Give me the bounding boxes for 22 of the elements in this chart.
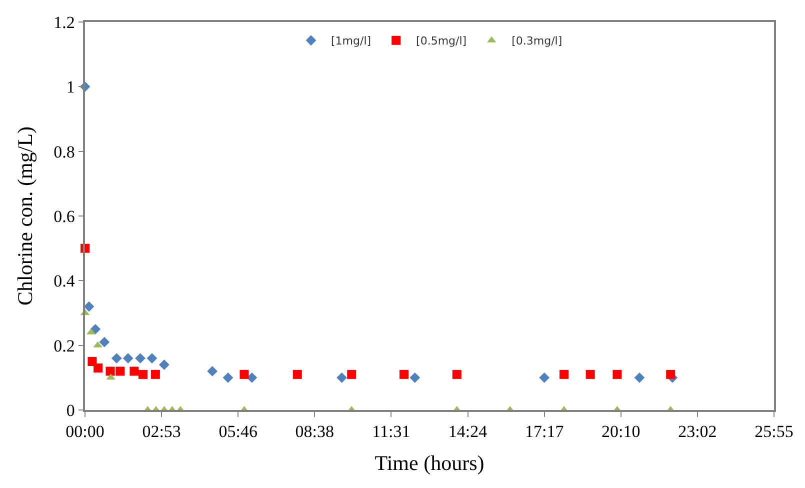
y-tick-label: 1 <box>66 78 75 97</box>
x-tick-label: 25:55 <box>754 422 794 442</box>
legend-label: [0.3mg/l] <box>512 34 562 48</box>
x-tick-label: 20:10 <box>602 422 640 442</box>
y-tick-label: 1.2 <box>54 12 75 32</box>
y-tick-label: 0 <box>66 400 75 420</box>
x-tick-label: 14:24 <box>448 422 488 442</box>
y-axis-title: Chlorine con. (mg/L) <box>13 126 38 306</box>
x-tick-label: 08:38 <box>295 422 334 442</box>
y-tick-label: 0.4 <box>54 272 76 291</box>
x-tick-label: 11:31 <box>372 422 410 442</box>
x-tick-label: 02:53 <box>142 422 181 442</box>
y-tick-label: 0.6 <box>54 206 75 226</box>
y-tick-label: 0.8 <box>54 142 75 162</box>
x-tick-label: 17:17 <box>524 422 564 442</box>
x-tick-label: 23:02 <box>678 422 717 442</box>
legend-label: [1mg/l] <box>331 34 372 48</box>
x-tick-label: 00:00 <box>66 422 104 442</box>
legend-label: [0.5mg/l] <box>416 34 467 48</box>
x-axis-title: Time (hours) <box>374 450 484 475</box>
x-tick-label: 05:46 <box>218 422 258 442</box>
y-tick-label: 0.2 <box>54 336 75 356</box>
